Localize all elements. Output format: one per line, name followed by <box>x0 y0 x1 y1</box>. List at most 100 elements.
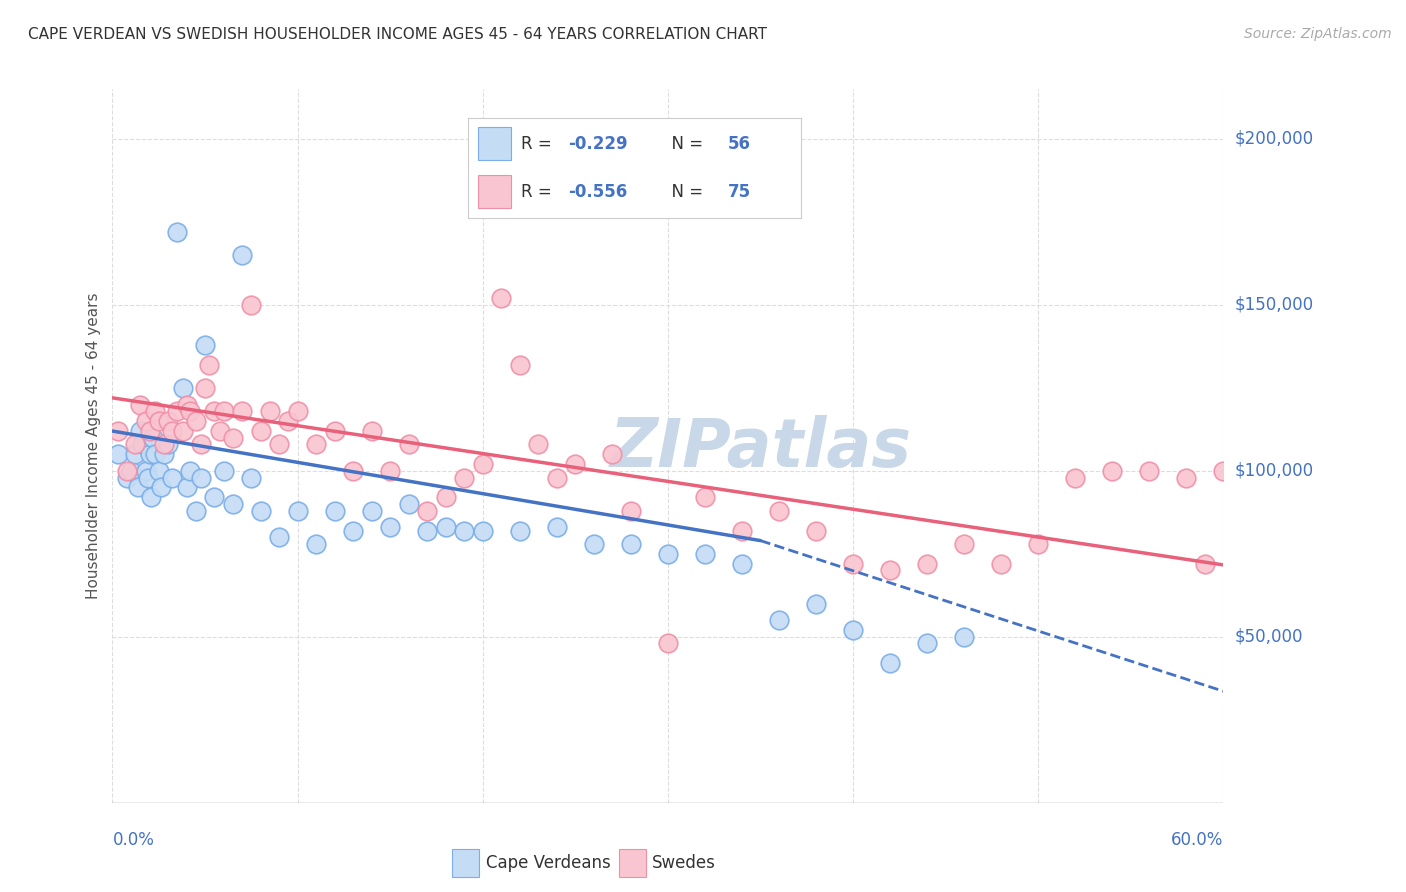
Point <box>149 481 172 495</box>
Point <box>1175 470 1198 484</box>
Point <box>434 491 457 505</box>
Point <box>107 424 129 438</box>
Point <box>124 447 146 461</box>
Point <box>148 414 170 428</box>
Point <box>305 537 328 551</box>
Point <box>190 470 212 484</box>
Point <box>416 524 439 538</box>
Point <box>380 520 402 534</box>
Point <box>564 457 586 471</box>
Point <box>1379 470 1402 484</box>
Point <box>267 437 291 451</box>
Point <box>602 447 624 461</box>
Text: R =: R = <box>522 135 557 153</box>
Point <box>157 414 180 428</box>
Point <box>360 504 382 518</box>
Point <box>240 298 263 312</box>
Y-axis label: Householder Income Ages 45 - 64 years: Householder Income Ages 45 - 64 years <box>86 293 101 599</box>
Point <box>184 414 207 428</box>
Point <box>172 424 194 438</box>
Point <box>693 547 716 561</box>
Text: CAPE VERDEAN VS SWEDISH HOUSEHOLDER INCOME AGES 45 - 64 YEARS CORRELATION CHART: CAPE VERDEAN VS SWEDISH HOUSEHOLDER INCO… <box>28 27 768 42</box>
Point <box>1341 481 1364 495</box>
Point <box>990 557 1012 571</box>
Point <box>287 504 309 518</box>
Point <box>1026 537 1049 551</box>
Point <box>768 613 790 627</box>
Point <box>166 404 188 418</box>
Point <box>166 225 188 239</box>
Point <box>179 464 201 478</box>
Text: N =: N = <box>661 183 709 201</box>
Bar <box>619 849 645 877</box>
Point <box>222 431 245 445</box>
Point <box>657 636 679 650</box>
Point <box>194 338 217 352</box>
Point <box>176 481 198 495</box>
Text: N =: N = <box>661 135 709 153</box>
Point <box>107 447 129 461</box>
Point <box>135 414 157 428</box>
Point <box>693 491 716 505</box>
Bar <box>453 849 479 877</box>
Point <box>546 520 568 534</box>
Point <box>1194 557 1216 571</box>
Text: $200,000: $200,000 <box>1234 130 1313 148</box>
Point <box>287 404 309 418</box>
Point <box>212 404 235 418</box>
Point <box>138 424 160 438</box>
Point <box>768 504 790 518</box>
Point <box>323 504 346 518</box>
Point <box>879 657 901 671</box>
Text: -0.229: -0.229 <box>568 135 627 153</box>
Point <box>1268 477 1291 491</box>
Point <box>160 424 183 438</box>
Point <box>153 437 176 451</box>
Point <box>1230 464 1253 478</box>
Text: 60.0%: 60.0% <box>1171 831 1223 849</box>
Point <box>731 524 754 538</box>
Point <box>124 437 146 451</box>
Point <box>1212 464 1234 478</box>
Point <box>117 464 139 478</box>
Point <box>434 520 457 534</box>
Point <box>1249 470 1271 484</box>
Text: -0.556: -0.556 <box>568 183 627 201</box>
Point <box>842 624 865 638</box>
Point <box>267 530 291 544</box>
Point <box>1137 464 1160 478</box>
Point <box>915 557 938 571</box>
Point <box>1286 483 1309 498</box>
Point <box>143 404 166 418</box>
Point <box>509 524 531 538</box>
Point <box>131 437 153 451</box>
Point <box>1398 464 1406 478</box>
Text: $50,000: $50,000 <box>1234 628 1303 646</box>
Point <box>190 437 212 451</box>
Point <box>197 358 219 372</box>
Point <box>620 504 643 518</box>
Point <box>240 470 263 484</box>
Point <box>804 524 827 538</box>
Point <box>731 557 754 571</box>
Bar <box>478 127 512 160</box>
Point <box>879 564 901 578</box>
Text: Swedes: Swedes <box>652 854 716 872</box>
Point <box>1101 464 1123 478</box>
Text: Source: ZipAtlas.com: Source: ZipAtlas.com <box>1244 27 1392 41</box>
Text: Cape Verdeans: Cape Verdeans <box>485 854 610 872</box>
Point <box>127 481 149 495</box>
Point <box>259 404 281 418</box>
Point <box>120 464 142 478</box>
Point <box>176 397 198 411</box>
Point <box>117 470 139 484</box>
Point <box>143 447 166 461</box>
Point <box>129 397 152 411</box>
Point <box>231 248 253 262</box>
Point <box>509 358 531 372</box>
Point <box>527 437 550 451</box>
Point <box>208 424 231 438</box>
Point <box>305 437 328 451</box>
Point <box>471 524 494 538</box>
Point <box>620 537 643 551</box>
